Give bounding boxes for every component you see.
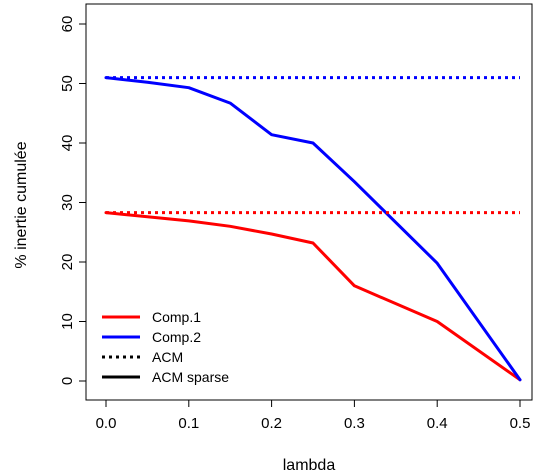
legend-label-3: ACM: [152, 349, 183, 365]
x-tick-label: 0.5: [510, 415, 531, 432]
y-tick-label: 30: [59, 194, 76, 211]
series-line-1-solid: [104, 211, 522, 382]
legend-label-1: Comp.1: [152, 309, 201, 325]
axes: 0.0 0.1 0.2 0.3 0.4 0.5 0 10 20 30 40 50 60: [59, 16, 530, 432]
y-tick-label: 50: [59, 75, 76, 92]
x-tick-label: 0.4: [427, 415, 448, 432]
x-tick-label: 0.1: [178, 415, 199, 432]
y-tick-label: 40: [59, 135, 76, 152]
x-tick-label: 0.0: [96, 415, 117, 432]
x-tick-label: 0.2: [261, 415, 282, 432]
x-tick-label: 0.3: [344, 415, 365, 432]
y-tick-label: 10: [59, 313, 76, 330]
y-tick-label: 60: [59, 16, 76, 33]
series-layer: [104, 76, 522, 382]
series-line-2-solid: [104, 76, 522, 382]
x-axis-label: lambda: [283, 457, 336, 474]
y-tick-label: 0: [59, 377, 76, 385]
y-tick-label: 20: [59, 254, 76, 271]
legend-label-4: ACM sparse: [152, 369, 229, 385]
y-axis-label: % inertie cumulée: [13, 141, 30, 268]
legend-label-2: Comp.2: [152, 329, 201, 345]
legend: Comp.1 Comp.2 ACM ACM sparse: [102, 309, 229, 385]
